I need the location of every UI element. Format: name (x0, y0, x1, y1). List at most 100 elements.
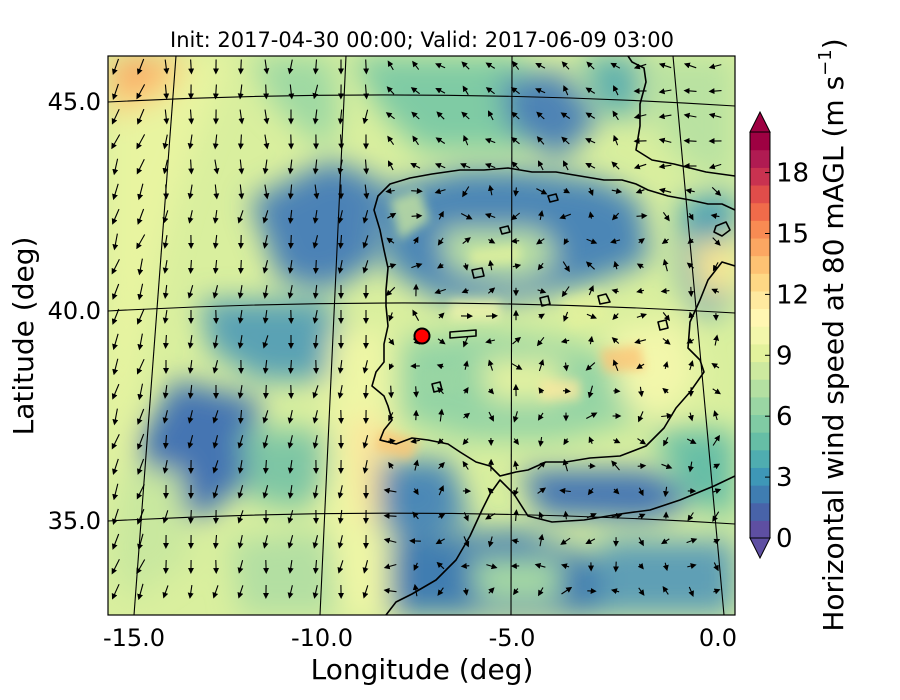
wind-arrow (462, 186, 470, 198)
wind-arrow (613, 488, 620, 495)
wind-arrow (437, 438, 444, 445)
wind-arrow (438, 210, 444, 220)
wind-arrow (136, 159, 145, 175)
wind-arrow (585, 538, 596, 545)
wind-arrow (561, 586, 573, 595)
colorbar-band (750, 502, 770, 521)
wind-arrow (437, 386, 444, 395)
wind-arrow (712, 511, 720, 522)
wind-arrow (112, 83, 119, 100)
wind-arrow (187, 435, 194, 449)
wind-arrow (212, 134, 219, 150)
wind-arrow (187, 360, 194, 374)
wind-arrow (263, 84, 270, 100)
lake-3 (547, 193, 559, 203)
wind-arrow (708, 163, 722, 170)
wind-arrow (587, 335, 594, 345)
wind-arrow (312, 159, 319, 175)
wind-arrow (585, 138, 596, 144)
africa-coastline (385, 475, 735, 615)
wind-arrow (187, 335, 194, 349)
wind-arrow (434, 188, 446, 195)
wind-arrow (212, 259, 219, 274)
wind-arrow (337, 560, 344, 574)
parallel-45 (108, 94, 735, 107)
wind-arrow (658, 62, 672, 69)
wind-arrow (638, 537, 644, 547)
wind-arrow (637, 438, 647, 445)
wind-arrow (610, 588, 620, 595)
wind-arrow (588, 436, 595, 445)
wind-arrow (337, 360, 344, 374)
colorbar-band (750, 167, 770, 186)
wind-arrow (538, 587, 544, 597)
wind-arrow (462, 588, 469, 596)
wind-arrow (212, 534, 219, 549)
wind-arrow (686, 438, 697, 444)
y-tick-label: 40.0 (48, 297, 101, 325)
wind-arrow (462, 85, 469, 96)
wind-arrow (111, 58, 120, 75)
wind-arrow (538, 210, 544, 221)
wind-arrow (137, 183, 144, 201)
wind-arrow (536, 111, 545, 120)
wind-arrow (187, 259, 194, 274)
wind-arrow (687, 412, 694, 422)
wind-arrow (438, 312, 445, 319)
wind-arrow (312, 584, 319, 599)
wind-arrow (362, 360, 369, 374)
wind-arrow (486, 563, 498, 570)
wind-arrow (612, 359, 619, 372)
chart-title: Init: 2017-04-30 00:00; Valid: 2017-06-0… (170, 28, 674, 52)
colorbar-band (750, 467, 770, 486)
wind-arrow (638, 386, 645, 398)
wind-arrow (559, 487, 571, 494)
lake-6 (449, 329, 477, 339)
wind-arrow (460, 562, 470, 569)
wind-arrow (463, 412, 471, 419)
wind-arrow (662, 211, 670, 222)
wind-arrow (238, 159, 245, 175)
wind-arrow (163, 84, 170, 100)
wind-arrow (711, 363, 720, 369)
wind-arrow (136, 559, 146, 575)
wind-arrow (312, 535, 319, 549)
wind-arrow (637, 463, 647, 470)
wind-arrow (238, 109, 245, 125)
wind-arrow (613, 260, 620, 270)
wind-arrow (683, 112, 697, 119)
wind-arrow (586, 238, 598, 245)
wind-arrow (362, 560, 369, 574)
wind-arrow (288, 84, 295, 100)
wind-arrow (587, 385, 594, 399)
wind-arrow (461, 111, 470, 120)
x-axis: -15.0 -10.0 -5.0 0.0 Longitude (deg) (103, 624, 737, 686)
wind-arrow (708, 63, 722, 70)
wind-arrow (563, 311, 569, 322)
wind-arrow (687, 213, 694, 221)
wind-arrow (485, 338, 496, 344)
wind-arrow (263, 109, 270, 125)
wind-arrow (362, 260, 369, 274)
wind-arrow (162, 585, 169, 599)
wind-arrow (537, 412, 544, 421)
wind-arrow (713, 410, 719, 421)
colorbar-tick-label: 12 (776, 280, 809, 310)
wind-arrow (385, 112, 395, 120)
wind-arrow (585, 112, 596, 119)
wind-arrow (111, 434, 120, 450)
colorbar-tick-label: 0 (776, 524, 793, 554)
wind-arrow (136, 458, 145, 475)
wind-arrow (136, 84, 146, 100)
wind-arrow (237, 285, 244, 299)
wind-arrow (312, 109, 319, 125)
wind-arrow (337, 259, 344, 274)
wind-arrow (287, 560, 294, 574)
wind-arrow (563, 238, 570, 246)
wind-arrow (662, 486, 669, 498)
wind-arrow (559, 213, 571, 220)
wind-arrow (287, 409, 294, 424)
wind-arrow (512, 411, 519, 423)
wind-arrow (511, 111, 520, 120)
